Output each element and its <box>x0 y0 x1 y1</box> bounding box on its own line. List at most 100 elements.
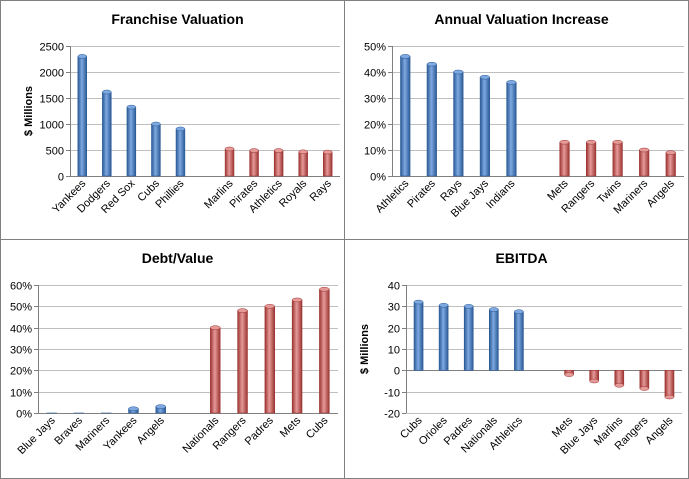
bar-cap <box>210 325 221 330</box>
chart-panel-debt-value: Debt/Value 0% 10% 20% 30% 40% 50% 60% Blue Jays B… <box>0 239 345 479</box>
chart-title: EBITDA <box>495 250 547 266</box>
bar-cap <box>237 308 248 313</box>
y-tick-label: 40% <box>364 68 386 80</box>
bar-red-sox <box>126 106 137 177</box>
bar-cap <box>564 372 574 377</box>
bar-cap <box>639 386 650 391</box>
y-tick-label: 10 <box>388 345 400 357</box>
y-tick-label: 2000 <box>40 68 64 80</box>
chart-frame <box>0 0 345 240</box>
y-tick-label: 20% <box>364 120 386 132</box>
chart-svg-annual-valuation-increase: Annual Valuation Increase 0% 10% 20% 30% 40% 5… <box>344 0 689 240</box>
bar-mets <box>291 299 303 414</box>
y-tick-label: 0% <box>16 409 32 421</box>
bar-cap <box>298 149 308 155</box>
bar-mariners <box>639 149 650 177</box>
bar-cap <box>77 54 87 59</box>
chart-title: Franchise Valuation <box>111 11 243 27</box>
bar-cap <box>224 146 235 152</box>
bar-yankees <box>77 56 87 177</box>
y-tick-label: 1500 <box>40 94 64 106</box>
chart-panel-ebitda: EBITDA -20 -10 0 10 20 30 40 $ Millions Cubs Oriol… <box>344 239 689 479</box>
bar-cap <box>102 89 112 95</box>
bar-cap <box>514 309 524 314</box>
chart-panel-annual-valuation-increase: Annual Valuation Increase 0% 10% 20% 30% 40% 5… <box>344 0 689 240</box>
bar-phillies <box>175 128 186 177</box>
bar-athletics <box>400 56 411 177</box>
bar-cap <box>264 304 275 309</box>
bar-twins <box>612 141 623 177</box>
bar-nationals <box>489 309 499 371</box>
y-tick-label: 1000 <box>40 120 64 132</box>
bar-mets <box>559 141 570 177</box>
bar-rangers <box>237 310 248 414</box>
y-tick-label: -10 <box>384 388 400 400</box>
y-tick-label: 30 <box>388 302 400 314</box>
bar-cap <box>639 147 650 153</box>
bar-dodgers <box>102 91 112 177</box>
bar-cap <box>506 80 517 85</box>
bar-rays <box>323 151 333 177</box>
y-tick-label: 0% <box>370 172 386 184</box>
y-tick-label: 50% <box>364 42 386 54</box>
chart-title: Annual Valuation Increase <box>434 11 608 27</box>
y-tick-label: 60% <box>10 281 32 293</box>
bar-rangers <box>586 141 597 177</box>
bar-cap <box>273 148 284 153</box>
bar-indians <box>506 82 517 177</box>
y-tick-label: 40% <box>10 324 32 336</box>
bar-athletics <box>273 150 284 177</box>
bar-cap <box>426 61 437 67</box>
y-axis-title: $ Millions <box>23 86 35 136</box>
y-tick-label: 20% <box>10 366 32 378</box>
bar-cap <box>665 150 676 155</box>
bar-rays <box>453 71 464 177</box>
y-tick-label: 20 <box>388 324 400 336</box>
bar-cap <box>323 149 333 155</box>
bar-pirates <box>249 150 259 177</box>
bar-pirates <box>426 63 437 177</box>
y-tick-label: 2500 <box>40 42 64 54</box>
y-tick-label: -20 <box>384 409 400 421</box>
bar-royals <box>298 151 308 177</box>
bar-cap <box>589 378 599 384</box>
bar-marlins <box>224 148 235 177</box>
y-tick-label: 40 <box>388 281 400 293</box>
y-axis-title: $ Millions <box>359 324 371 374</box>
bar-cap <box>559 139 570 145</box>
bar-blue-jays <box>479 76 490 177</box>
y-tick-label: 0 <box>394 366 400 378</box>
bar-padres <box>264 306 276 414</box>
y-tick-label: 10% <box>364 146 386 158</box>
bar-orioles <box>438 304 449 371</box>
chart-title: Debt/Value <box>142 250 214 266</box>
bar-cap <box>249 148 259 153</box>
bar-cap <box>479 74 490 80</box>
y-tick-label: 10% <box>10 388 32 400</box>
bar-cap <box>614 383 625 388</box>
bar-cap <box>126 104 137 110</box>
y-tick-label: 50% <box>10 302 32 314</box>
bar-cap <box>400 54 411 59</box>
bar-cubs <box>319 288 330 414</box>
bar-cap <box>175 126 186 132</box>
bar-cap <box>612 139 623 145</box>
bar-cap <box>664 394 675 400</box>
bar-cap <box>319 287 330 292</box>
bar-padres <box>463 306 474 371</box>
y-tick-label: 30% <box>364 94 386 106</box>
bar-cap <box>586 139 597 145</box>
y-tick-label: 30% <box>10 345 32 357</box>
y-tick-label: 0 <box>58 172 64 184</box>
bar-cap <box>413 299 424 305</box>
chart-frame <box>0 239 345 479</box>
bar-cubs <box>151 123 161 177</box>
bar-cap <box>453 69 464 75</box>
bar-cubs <box>413 301 424 371</box>
bar-cap <box>128 406 139 411</box>
bar-angels <box>664 370 675 398</box>
y-tick-label: 500 <box>46 146 64 158</box>
